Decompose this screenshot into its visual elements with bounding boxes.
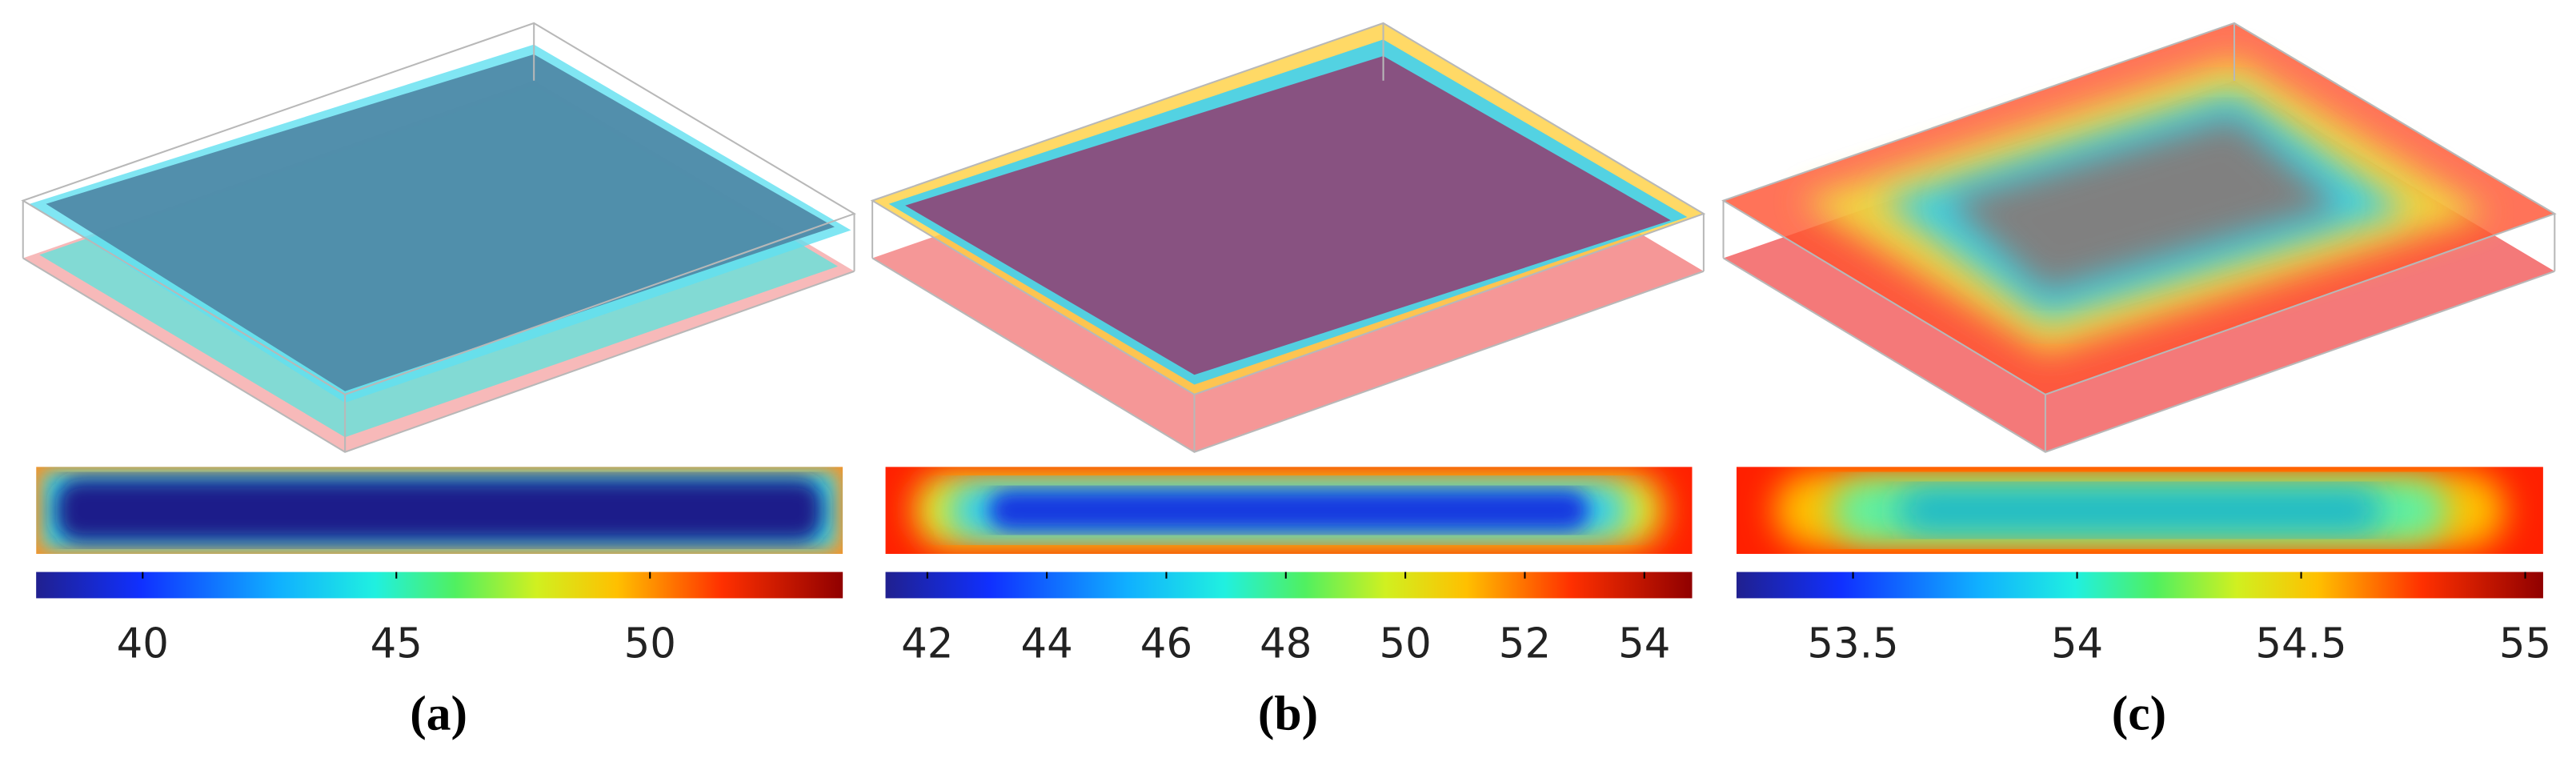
box-outline [21, 22, 856, 453]
colorbar-tick-label: 54 [2051, 620, 2103, 668]
colorbar-tick-label: 50 [1379, 620, 1431, 668]
group: 42 44 46 48 50 52 54 (b) [870, 22, 1706, 741]
group [36, 467, 843, 555]
panel-label: (a) [410, 687, 467, 741]
colorbar-tick-label: 50 [624, 620, 676, 668]
temperature-layer [905, 55, 1671, 375]
panel-label: (b) [1258, 687, 1318, 741]
colorbar-tick-label: 55 [2499, 620, 2551, 668]
colorbar-tick-label: 45 [371, 620, 423, 668]
color-field [1736, 571, 2543, 599]
colorbar-tick-label: 44 [1020, 620, 1072, 668]
box-outline [870, 22, 1706, 453]
color-field [885, 571, 1693, 599]
colorbar-tick-label: 52 [1499, 620, 1551, 668]
group: 40 45 50 (a) [21, 22, 856, 741]
color-field [988, 489, 1589, 531]
colorbar-tick-label: 54 [1618, 620, 1670, 668]
group: 53.5 54 54.5 55 (c) [1721, 22, 2557, 741]
box-outline [1721, 22, 2557, 453]
group [1736, 467, 2543, 555]
group [885, 467, 1693, 555]
temperature-layer [46, 54, 835, 391]
color-field [1897, 486, 2382, 535]
colorbar-tick-label: 40 [117, 620, 169, 668]
colorbar-tick-label: 54.5 [2255, 620, 2346, 668]
colorbar-tick-label: 46 [1140, 620, 1192, 668]
color-field [55, 478, 823, 543]
colorbar-tick-label: 42 [901, 620, 953, 668]
panel-label: (c) [2112, 687, 2166, 741]
color-field [36, 571, 843, 599]
colorbar-tick-label: 48 [1260, 620, 1312, 668]
temperature-layer [1946, 114, 2342, 293]
colorbar-tick-label: 53.5 [1807, 620, 1898, 668]
